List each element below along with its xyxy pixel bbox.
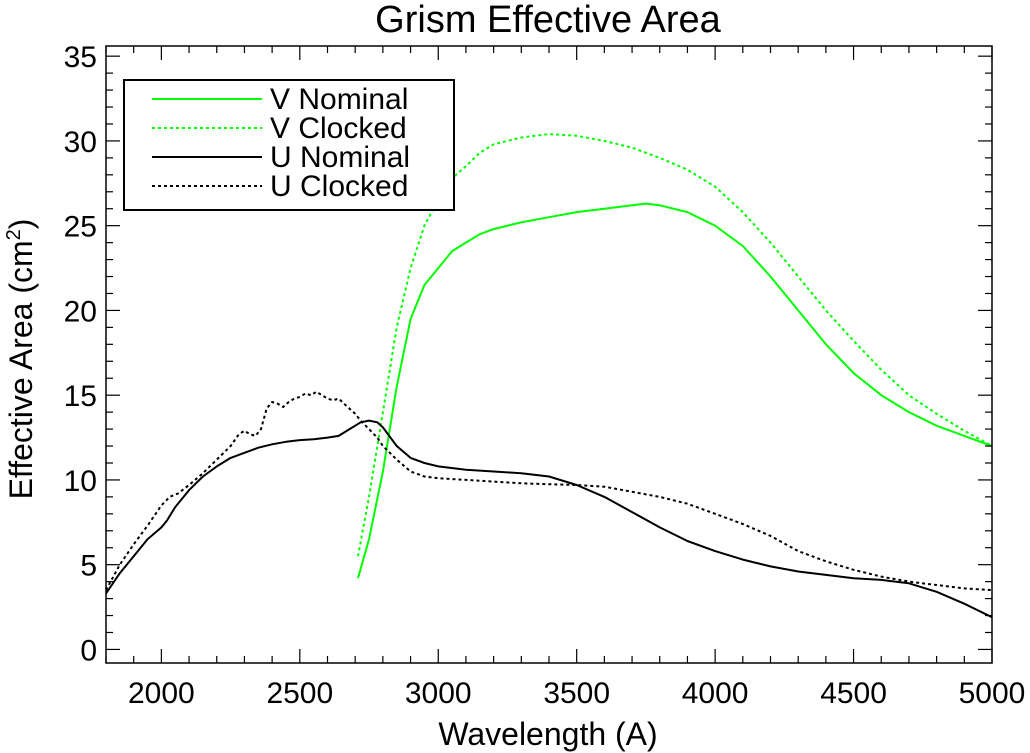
y-axis-label-main: Effective Area (cm: [3, 240, 39, 499]
legend-label-u-clocked: U Clocked: [270, 170, 408, 203]
x-tick-label: 2000: [128, 677, 195, 710]
y-tick-label: 35: [64, 41, 97, 74]
x-tick-label: 4000: [682, 677, 749, 710]
x-tick-label: 3500: [543, 677, 610, 710]
chart-title: Grism Effective Area: [375, 0, 722, 41]
series-layer: [106, 133, 992, 619]
legend-box: [123, 79, 455, 211]
y-axis-label-superscript: 2: [3, 229, 25, 240]
series-line-u-clocked: [106, 390, 992, 592]
y-tick-label: 10: [64, 465, 97, 498]
series-line-v-nominal: [357, 202, 992, 579]
x-tick-label: 2500: [266, 677, 333, 710]
legend-label-v-nominal: V Nominal: [270, 83, 408, 116]
y-tick-label: 0: [80, 634, 97, 667]
y-tick-label: 5: [80, 550, 97, 583]
y-tick-label: 20: [64, 295, 97, 328]
y-tick-label: 30: [64, 126, 97, 159]
x-tick-label: 5000: [959, 677, 1026, 710]
axes-layer: 2000 2500 3000 3500 4000 4500 5000 0 5 10 15 20 25 30…: [64, 41, 1026, 710]
series-line-v-clocked: [357, 133, 992, 557]
y-axis-label: Effective Area (cm2): [3, 219, 39, 500]
legend-label-u-nominal: U Nominal: [270, 141, 410, 174]
series-line-u-nominal: [106, 419, 992, 619]
y-tick-label: 25: [64, 211, 97, 244]
y-axis-label-suffix: ): [3, 219, 39, 230]
x-axis-label: Wavelength (A): [438, 716, 657, 752]
legend-label-v-clocked: V Clocked: [270, 112, 407, 145]
x-tick-label: 3000: [405, 677, 472, 710]
y-tick-label: 15: [64, 380, 97, 413]
x-tick-label: 4500: [820, 677, 887, 710]
